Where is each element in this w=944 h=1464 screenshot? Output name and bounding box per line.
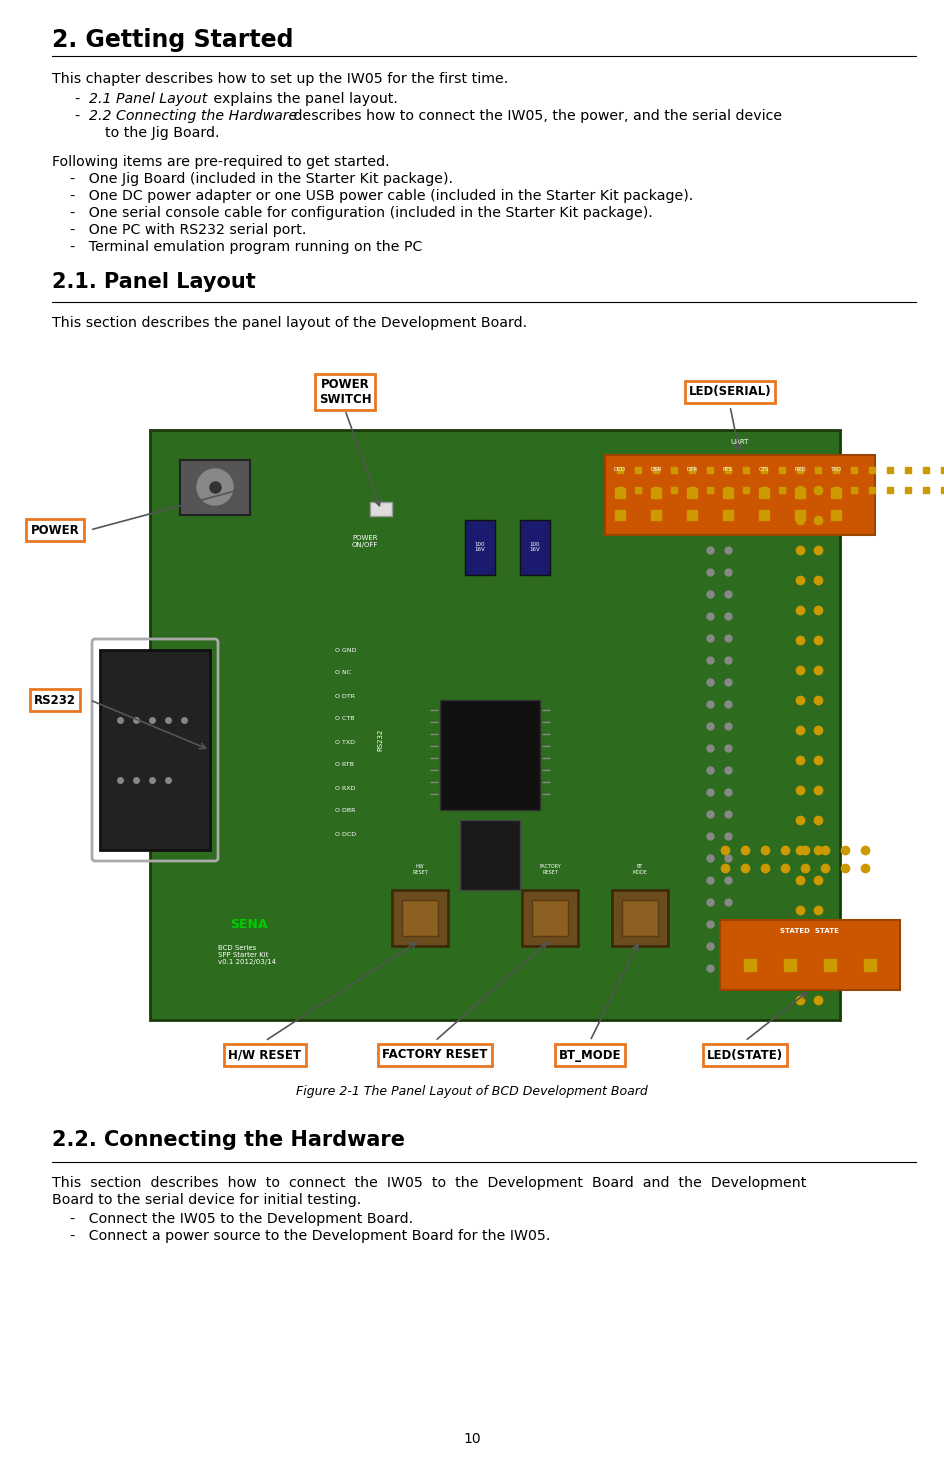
Text: RS232: RS232 xyxy=(34,694,76,707)
Bar xyxy=(150,430,840,1020)
Text: UART: UART xyxy=(731,439,750,445)
Bar xyxy=(180,460,250,515)
Text: -   Connect a power source to the Development Board for the IW05.: - Connect a power source to the Developm… xyxy=(70,1228,550,1243)
Text: O DCD: O DCD xyxy=(335,832,356,836)
Text: -: - xyxy=(75,92,85,105)
Text: BT_MODE: BT_MODE xyxy=(559,1048,621,1061)
Text: POWER: POWER xyxy=(30,524,79,536)
Text: BCD Series
SPP Starter Kit
v0.1 2012/03/14: BCD Series SPP Starter Kit v0.1 2012/03/… xyxy=(218,944,276,965)
Text: describes how to connect the IW05, the power, and the serial device: describes how to connect the IW05, the p… xyxy=(289,108,783,123)
Text: explains the panel layout.: explains the panel layout. xyxy=(209,92,397,105)
Text: DSR: DSR xyxy=(650,467,662,471)
Text: RTS: RTS xyxy=(723,467,733,471)
Bar xyxy=(402,900,438,935)
Bar xyxy=(532,900,568,935)
Text: -   One DC power adapter or one USB power cable (included in the Starter Kit pac: - One DC power adapter or one USB power … xyxy=(70,189,693,203)
Text: H/W RESET: H/W RESET xyxy=(228,1048,301,1061)
Text: O TXD: O TXD xyxy=(335,739,355,745)
Bar xyxy=(100,650,210,851)
Text: O RTB: O RTB xyxy=(335,763,354,767)
Text: 2.1. Panel Layout: 2.1. Panel Layout xyxy=(52,272,256,291)
Text: 100
16V: 100 16V xyxy=(475,542,485,552)
Text: Board to the serial device for initial testing.: Board to the serial device for initial t… xyxy=(52,1193,362,1206)
Text: This chapter describes how to set up the IW05 for the first time.: This chapter describes how to set up the… xyxy=(52,72,508,86)
Text: DCD: DCD xyxy=(614,467,626,471)
Text: 2. Getting Started: 2. Getting Started xyxy=(52,28,294,53)
Bar xyxy=(465,520,495,575)
Bar xyxy=(520,520,550,575)
Text: -   Connect the IW05 to the Development Board.: - Connect the IW05 to the Development Bo… xyxy=(70,1212,413,1225)
Text: to the Jig Board.: to the Jig Board. xyxy=(105,126,220,141)
Text: O CTB: O CTB xyxy=(335,716,355,722)
Text: O RXD: O RXD xyxy=(335,786,355,791)
Text: STATED  STATE: STATED STATE xyxy=(781,928,839,934)
Bar xyxy=(440,700,540,810)
Text: Figure 2-1 The Panel Layout of BCD Development Board: Figure 2-1 The Panel Layout of BCD Devel… xyxy=(296,1085,648,1098)
Text: FACTORY RESET: FACTORY RESET xyxy=(382,1048,488,1061)
Text: -   Terminal emulation program running on the PC: - Terminal emulation program running on … xyxy=(70,240,422,253)
Text: LED(STATE): LED(STATE) xyxy=(707,1048,784,1061)
Text: -   One serial console cable for configuration (included in the Starter Kit pack: - One serial console cable for configura… xyxy=(70,206,652,220)
Text: O DBR: O DBR xyxy=(335,808,355,814)
Bar xyxy=(522,890,578,946)
Bar xyxy=(460,820,520,890)
Text: This section describes the panel layout of the Development Board.: This section describes the panel layout … xyxy=(52,316,527,329)
Text: O DTR: O DTR xyxy=(335,694,355,698)
Text: 10: 10 xyxy=(464,1432,480,1446)
Text: This  section  describes  how  to  connect  the  IW05  to  the  Development  Boa: This section describes how to connect th… xyxy=(52,1176,806,1190)
Text: POWER
ON/OFF: POWER ON/OFF xyxy=(352,534,379,548)
Bar xyxy=(370,502,392,515)
Text: BT
MODE: BT MODE xyxy=(632,864,648,875)
Bar xyxy=(605,455,875,534)
Text: POWER
SWITCH: POWER SWITCH xyxy=(319,378,371,406)
Text: HW
RESET: HW RESET xyxy=(413,864,428,875)
Text: 2.2 Connecting the Hardware: 2.2 Connecting the Hardware xyxy=(89,108,297,123)
Text: 100
16V: 100 16V xyxy=(530,542,540,552)
Text: -: - xyxy=(75,108,85,123)
Text: Following items are pre-required to get started.: Following items are pre-required to get … xyxy=(52,155,390,168)
Text: SENA: SENA xyxy=(230,918,267,931)
Circle shape xyxy=(197,468,233,505)
Bar xyxy=(622,900,658,935)
Text: DTR: DTR xyxy=(686,467,698,471)
Text: CTS: CTS xyxy=(759,467,769,471)
Text: O GND: O GND xyxy=(335,647,357,653)
Text: 2.2. Connecting the Hardware: 2.2. Connecting the Hardware xyxy=(52,1130,405,1151)
Text: LED(SERIAL): LED(SERIAL) xyxy=(689,385,771,398)
Text: -   One Jig Board (included in the Starter Kit package).: - One Jig Board (included in the Starter… xyxy=(70,171,453,186)
Bar xyxy=(392,890,448,946)
Text: O NC: O NC xyxy=(335,671,351,675)
Text: RS232: RS232 xyxy=(377,729,383,751)
Text: FACTORY
RESET: FACTORY RESET xyxy=(539,864,561,875)
Bar xyxy=(720,919,900,990)
Text: -   One PC with RS232 serial port.: - One PC with RS232 serial port. xyxy=(70,223,307,237)
Text: RXD: RXD xyxy=(794,467,806,471)
Bar xyxy=(612,890,668,946)
Text: TXD: TXD xyxy=(831,467,842,471)
Text: 2.1 Panel Layout: 2.1 Panel Layout xyxy=(89,92,208,105)
